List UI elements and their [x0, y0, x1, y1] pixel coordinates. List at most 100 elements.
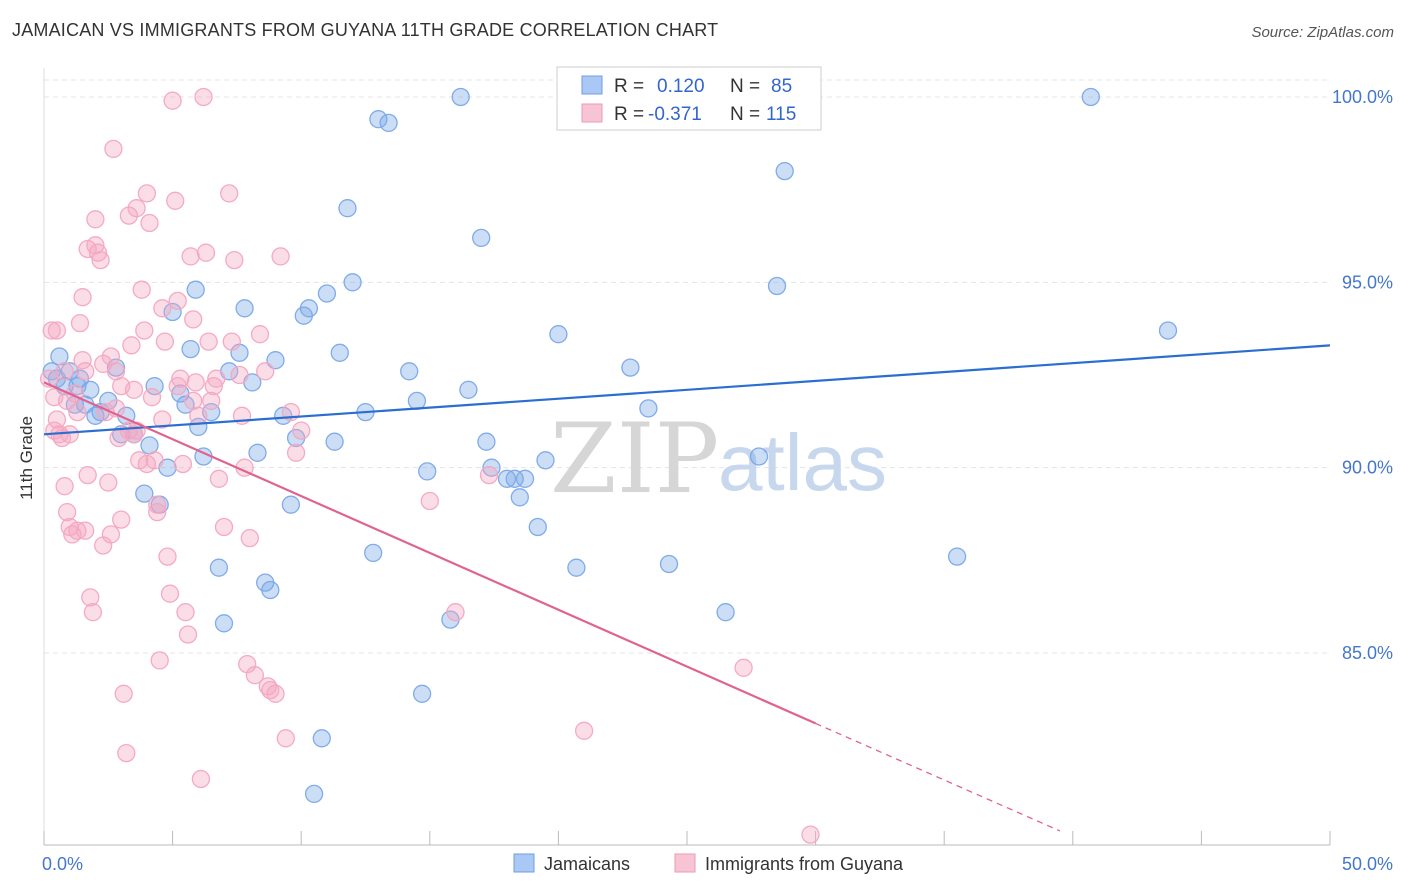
point-guyana — [220, 184, 239, 203]
point-jamaicans — [775, 161, 794, 181]
chart-title: JAMAICAN VS IMMIGRANTS FROM GUYANA 11TH … — [12, 20, 719, 40]
point-guyana — [153, 299, 172, 318]
point-jamaicans — [330, 343, 349, 362]
point-guyana — [178, 625, 198, 644]
x-tick-label-min: 0.0% — [42, 854, 83, 874]
point-guyana — [204, 376, 223, 396]
point-jamaicans — [510, 488, 529, 507]
legend-r-value-1: 0.120 — [657, 76, 705, 97]
point-jamaicans — [163, 302, 182, 322]
data-points — [39, 87, 1178, 844]
point-guyana — [160, 584, 180, 603]
point-guyana — [171, 369, 190, 388]
point-jamaicans — [505, 469, 524, 488]
point-guyana — [199, 332, 218, 351]
point-guyana — [230, 365, 249, 385]
point-jamaicans — [214, 614, 234, 633]
y-tick-label: 90.0% — [1342, 458, 1393, 478]
point-jamaicans — [400, 362, 419, 381]
point-guyana — [42, 321, 61, 340]
point-guyana — [124, 425, 144, 444]
legend-r-label-1: R = — [614, 76, 644, 97]
point-jamaicans — [68, 376, 87, 396]
point-jamaicans — [749, 447, 769, 466]
point-jamaicans — [60, 362, 79, 381]
point-guyana — [222, 332, 241, 351]
point-guyana — [117, 743, 136, 763]
point-jamaicans — [317, 284, 337, 303]
point-guyana — [104, 139, 123, 159]
point-guyana — [83, 603, 103, 622]
point-jamaicans — [621, 358, 640, 377]
legend-r-label-2: R = — [614, 104, 644, 125]
point-guyana — [148, 495, 167, 514]
y-axis-title: 11th Grade — [17, 416, 36, 500]
point-guyana — [76, 362, 95, 381]
point-guyana — [176, 603, 195, 622]
point-guyana — [55, 362, 74, 381]
point-guyana — [266, 684, 285, 703]
point-jamaicans — [418, 462, 437, 481]
point-jamaicans — [412, 684, 432, 703]
point-guyana — [271, 247, 290, 266]
point-guyana — [47, 321, 67, 340]
point-jamaicans — [135, 484, 154, 503]
point-guyana — [420, 491, 439, 511]
point-jamaicans — [338, 199, 357, 218]
point-guyana — [202, 391, 221, 411]
point-guyana — [155, 332, 175, 351]
point-jamaicans — [716, 603, 735, 622]
point-guyana — [73, 351, 92, 370]
legend-swatch-jamaicans — [581, 75, 603, 95]
point-guyana — [70, 313, 90, 333]
point-guyana — [68, 402, 87, 422]
point-guyana — [168, 376, 187, 396]
point-jamaicans — [536, 451, 555, 470]
point-guyana — [276, 729, 295, 748]
point-guyana — [166, 191, 185, 210]
point-guyana — [158, 547, 177, 566]
point-guyana — [173, 454, 193, 474]
point-guyana — [140, 213, 159, 233]
point-guyana — [184, 310, 203, 329]
point-guyana — [194, 87, 213, 107]
point-jamaicans — [659, 554, 679, 574]
legend-r-value-2: -0.371 — [648, 104, 702, 125]
point-jamaicans — [261, 580, 280, 600]
point-jamaicans — [312, 729, 331, 748]
point-jamaicans — [1158, 321, 1178, 340]
point-guyana — [112, 510, 131, 529]
point-guyana — [127, 199, 146, 218]
point-guyana — [78, 239, 97, 259]
point-guyana — [186, 373, 205, 392]
point-guyana — [57, 502, 77, 522]
point-jamaicans — [209, 558, 229, 577]
point-jamaicans — [549, 325, 568, 344]
point-guyana — [256, 362, 275, 381]
point-guyana — [81, 588, 100, 607]
point-guyana — [88, 243, 108, 262]
point-guyana — [250, 325, 270, 344]
point-guyana — [181, 247, 200, 266]
point-jamaicans — [248, 443, 267, 462]
point-guyana — [106, 362, 126, 381]
point-guyana — [258, 677, 277, 696]
trend-lines — [43, 344, 1331, 832]
point-guyana — [45, 421, 64, 440]
watermark: ZIP atlas — [550, 403, 887, 515]
series-legend-label-guyana: Immigrants from Guyana — [705, 854, 904, 874]
point-jamaicans — [528, 517, 547, 537]
point-guyana — [240, 528, 259, 548]
point-guyana — [150, 651, 169, 670]
point-guyana — [734, 658, 753, 677]
point-guyana — [122, 336, 141, 355]
point-guyana — [286, 443, 306, 462]
point-jamaicans — [299, 299, 319, 318]
point-guyana — [47, 410, 67, 429]
point-jamaicans — [497, 469, 517, 488]
point-guyana — [86, 210, 105, 229]
point-guyana — [68, 521, 87, 540]
point-guyana — [184, 391, 203, 411]
point-jamaicans — [281, 495, 301, 514]
